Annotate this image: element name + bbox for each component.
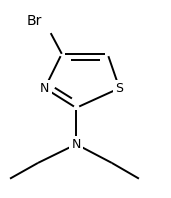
Text: Br: Br <box>27 14 42 28</box>
Text: N: N <box>40 82 49 95</box>
Text: S: S <box>115 82 123 95</box>
Text: N: N <box>71 138 81 151</box>
